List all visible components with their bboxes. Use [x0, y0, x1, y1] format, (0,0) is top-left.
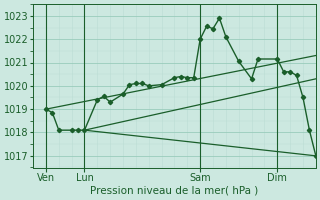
X-axis label: Pression niveau de la mer( hPa ): Pression niveau de la mer( hPa )	[90, 186, 259, 196]
